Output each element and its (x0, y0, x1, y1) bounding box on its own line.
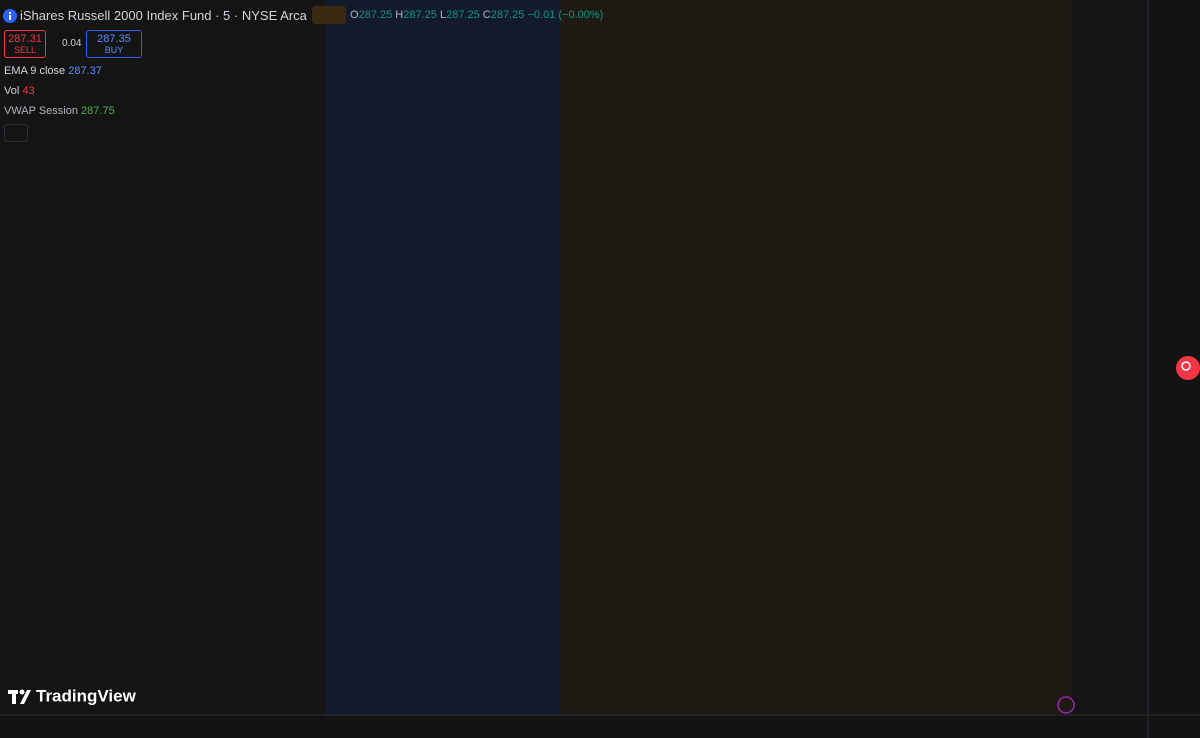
sell-button[interactable]: 287.31 SELL (4, 30, 46, 58)
sell-price: 287.31 (8, 33, 42, 45)
change: −0.01 (−0.00%) (527, 9, 604, 21)
symbol-title: iShares Russell 2000 Index Fund · 5 · NY… (20, 8, 307, 23)
o-label: O (350, 9, 359, 21)
h-label: H (395, 9, 404, 21)
l-value: 287.25 (446, 9, 480, 21)
logo-text: TradingView (36, 686, 137, 705)
legend-vwap: VWAP Session 287.75 (4, 105, 115, 117)
info-icon[interactable] (3, 9, 17, 23)
legend-name: VWAP Session (4, 105, 78, 117)
legend-value: 43 (22, 85, 35, 97)
alert-icon[interactable] (1057, 696, 1075, 714)
search-button[interactable] (1176, 356, 1200, 380)
legend-ema: EMA 9 close 287.37 (4, 65, 102, 77)
legend-vol: Vol 43 (4, 85, 35, 97)
c-value: 287.25 (490, 9, 525, 21)
logo-mark (8, 689, 31, 704)
spread: 0.04 (62, 38, 82, 49)
legend-value: 287.37 (68, 65, 102, 77)
legend-toggle[interactable] (4, 124, 28, 142)
h-value: 287.25 (403, 9, 437, 21)
legend-value: 287.75 (81, 105, 115, 117)
legend-name: Vol (4, 85, 20, 97)
o-value: 287.25 (358, 9, 393, 21)
session-bg (325, 0, 560, 715)
legend-name: EMA 9 close (4, 65, 66, 77)
buy-price: 287.35 (97, 33, 131, 45)
search-icon (1181, 361, 1191, 371)
market-status[interactable] (312, 6, 346, 24)
buy-button[interactable]: 287.35 BUY (86, 30, 142, 58)
sell-label: SELL (13, 45, 37, 55)
c-label: C (482, 9, 491, 21)
l-label: L (439, 9, 447, 21)
session-bg (560, 0, 1072, 715)
buy-label: BUY (104, 45, 124, 55)
ohlc: O287.25 H287.25 L287.25 C287.25 −0.01 (−… (350, 9, 603, 21)
